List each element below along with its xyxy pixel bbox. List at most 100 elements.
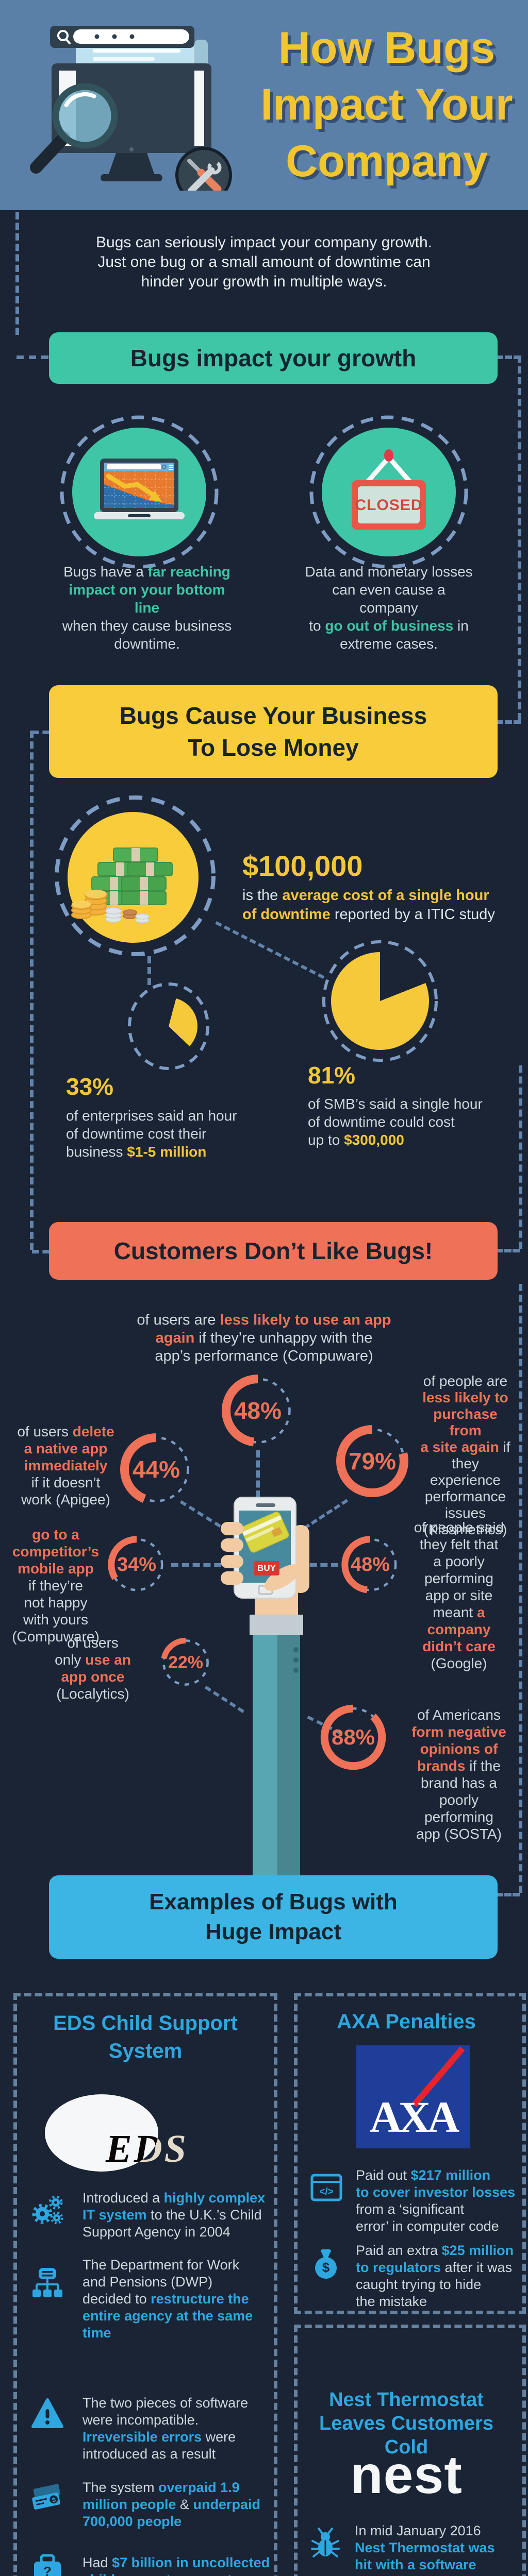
- pie-33: [140, 997, 197, 1055]
- flow-dash: [171, 1563, 232, 1567]
- flow-dash: [32, 1250, 50, 1253]
- hand-icon: [221, 1522, 301, 1591]
- closed-sign-label: CLOSED: [355, 497, 422, 514]
- eds-row-text: Introduced a highly complex IT system to …: [82, 2190, 266, 2240]
- eds-row-text: The two pieces of software were incompati…: [82, 2395, 249, 2462]
- donut-44-label: 44%: [132, 1456, 180, 1483]
- axa-logo: AXA: [356, 2045, 470, 2148]
- briefcase-icon: ?: [34, 2554, 61, 2576]
- nest-row-text: In mid January 2016 Nest Thermostat was hi…: [355, 2523, 495, 2576]
- eds-row-text: Had $7 billion in uncollectedchild suppo…: [82, 2555, 270, 2576]
- banner-lose-money: Bugs Cause Your Business To Lose Money: [49, 685, 498, 778]
- flow-dash: [256, 1450, 260, 1498]
- donut-22-label: 22%: [168, 1652, 204, 1672]
- closed-sign-icon: CLOSED: [352, 449, 426, 530]
- money-stack-icon: [71, 848, 173, 923]
- flow-dash: [147, 956, 151, 985]
- dashed-ring: [128, 982, 209, 1070]
- flow-dash: [16, 355, 48, 359]
- buy-button: BUY: [254, 1561, 279, 1575]
- flow-dash: [32, 731, 50, 734]
- svg-text:</>: </>: [319, 2187, 333, 2197]
- donut-22: 22%: [159, 1636, 212, 1689]
- svg-text:$: $: [52, 2496, 57, 2504]
- search-bar-illustration: [50, 26, 194, 48]
- credit-card-icon: [241, 1512, 289, 1553]
- flow-dash: [496, 1893, 520, 1896]
- search-icon: [57, 30, 71, 44]
- donut-79: 79%: [334, 1422, 411, 1500]
- title-line: Impact Your: [260, 80, 513, 129]
- flow-dash: [15, 212, 19, 335]
- donut-34: 34%: [106, 1534, 168, 1596]
- axa-column-border: [294, 1993, 526, 2314]
- intro-text: Bugs can seriously impact your company g…: [96, 234, 432, 290]
- cheque-icon: $: [32, 2484, 61, 2510]
- banner-growth: Bugs impact your growth: [49, 332, 498, 384]
- growth-caption-left: Bugs have a far reaching impact on your b…: [62, 564, 232, 652]
- donut-48b: 48%: [339, 1534, 401, 1596]
- donut-88-label: 88%: [331, 1725, 375, 1749]
- flow-dash: [215, 921, 325, 979]
- coins-icon: [71, 890, 150, 923]
- stat81-label: 81%: [308, 1062, 356, 1089]
- eds-logo: EDS: [106, 2127, 188, 2171]
- flow-dash: [30, 731, 34, 1250]
- dashed-ring: [322, 940, 438, 1062]
- eds-row-text: The Department for Work and Pensions (DWP…: [82, 2257, 253, 2341]
- dashed-ring: [309, 415, 468, 569]
- warning-icon: [31, 2398, 63, 2428]
- banner-examples-label: Examples of Bugs with Huge Impact: [149, 1889, 398, 1944]
- stat34-caption: go to a competitor’s mobile app if they’re n…: [12, 1527, 100, 1645]
- nest-heading: Nest Thermostat Leaves Customers Cold: [319, 2389, 493, 2458]
- stat33-caption: of enterprises said an hour of downtime c…: [66, 1108, 237, 1160]
- donut-48b-label: 48%: [350, 1553, 390, 1575]
- dashed-ring: [55, 795, 216, 956]
- axa-heading: AXA Penalties: [337, 2010, 476, 2033]
- stat44-caption: of users delete a native app immediately if…: [17, 1423, 114, 1507]
- flow-dash: [496, 355, 521, 359]
- nest-column-border: [294, 2325, 526, 2576]
- axa-logo-text: AXA: [370, 2092, 459, 2142]
- eds-row-text: The system overpaid 1.9 million people & …: [82, 2480, 261, 2529]
- phone-in-hand-illustration: [221, 1497, 309, 1887]
- flow-dash: [496, 720, 521, 724]
- eds-column-border: [13, 1993, 277, 2576]
- dashed-ring: [60, 415, 219, 569]
- donut-79-label: 79%: [348, 1448, 397, 1475]
- org-chart-icon: [32, 2268, 62, 2297]
- svg-text:?: ?: [43, 2564, 52, 2576]
- donut-48-top-label: 48%: [234, 1397, 282, 1424]
- title-line: Company: [286, 137, 488, 186]
- pie-81: [331, 952, 429, 1050]
- nest-logo: nest: [350, 2445, 463, 2505]
- flow-dash: [496, 1249, 520, 1252]
- donut-34-label: 34%: [117, 1553, 157, 1575]
- axa-row-text: Paid out $217 million to cover investor l…: [356, 2167, 516, 2234]
- banner-examples: Examples of Bugs with Huge Impact: [49, 1875, 498, 1959]
- stat33-label: 33%: [66, 1073, 114, 1100]
- stat22-caption: of users only use an app once (Localytics): [55, 1635, 131, 1702]
- banner-customers-label: Customers Don’t Like Bugs!: [113, 1238, 433, 1264]
- title-line: How Bugs: [278, 23, 496, 73]
- gears-icon: [32, 2195, 63, 2225]
- flow-dash: [299, 1563, 338, 1567]
- eds-logo-ellipse: [45, 2094, 158, 2172]
- growth-caption-right: Data and monetary losses can even cause a…: [305, 564, 473, 652]
- stat79-caption: of people are less likely to purchase from…: [420, 1373, 510, 1537]
- eds-heading: EDS Child Support System: [53, 2012, 238, 2062]
- donut-44: 44%: [118, 1431, 195, 1508]
- money-big-number: $100,000: [242, 850, 363, 882]
- stat88-caption: of Americans form negative opinions of bran…: [411, 1707, 506, 1842]
- stat48b-caption: of people said they felt that a poorly perf…: [414, 1519, 504, 1671]
- donut-88: 88%: [318, 1702, 388, 1772]
- flow-dash: [518, 355, 521, 720]
- banner-customers: Customers Don’t Like Bugs!: [49, 1222, 498, 1280]
- flow-dash: [519, 1284, 522, 1893]
- svg-text:$: $: [322, 2260, 330, 2275]
- header-illustration: [30, 26, 232, 191]
- wrench-icon: [188, 167, 215, 191]
- declining-chart-laptop-icon: [94, 459, 185, 519]
- banner-growth-label: Bugs impact your growth: [130, 345, 417, 371]
